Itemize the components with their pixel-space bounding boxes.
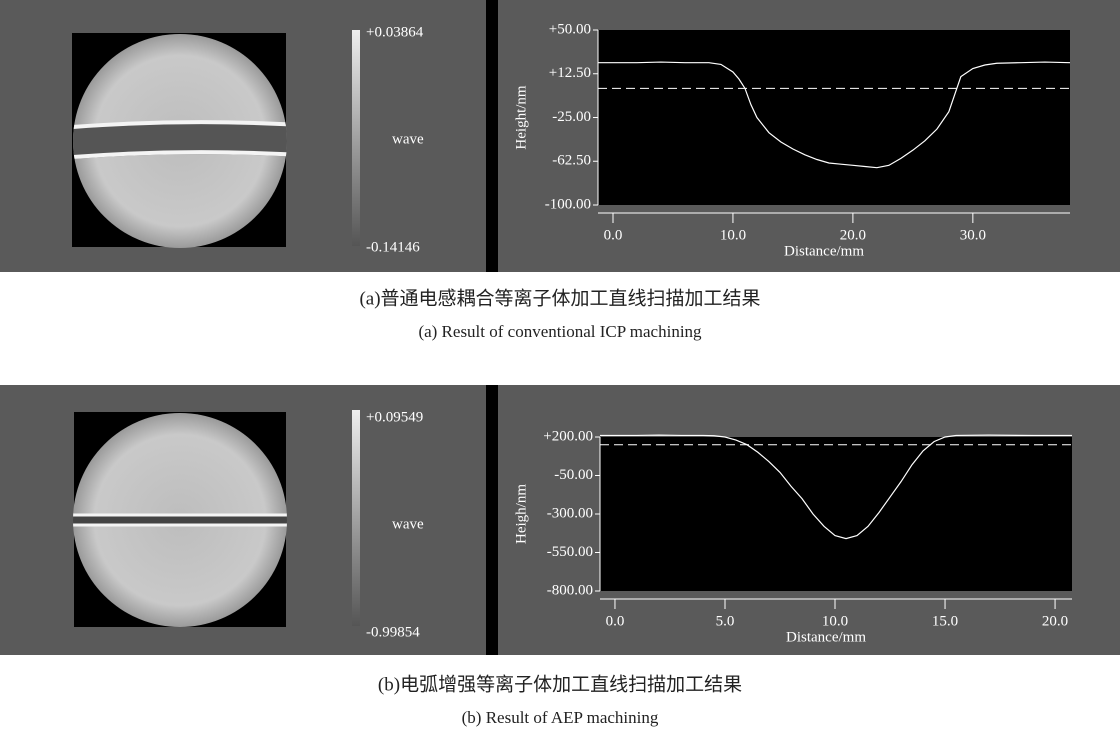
caption-en: (b) Result of AEP machining [462,708,659,727]
caption: (b)电弧增强等离子体加工直线扫描加工结果 [378,673,742,695]
profile-chart: +50.00 +12.50 -25.00 -62.50 -100.00 0.0 10.0 20… [513,21,1071,259]
y-tick-label: -800.00 [547,582,593,598]
profile-line [598,61,1071,169]
y-tick-label: -25.00 [552,109,591,125]
x-tick-label: 10.0 [720,227,746,243]
divider [486,385,498,655]
divider [486,0,498,272]
colorbar [352,410,360,626]
caption: (a)普通电感耦合等离子体加工直线扫描加工结果 [359,287,760,309]
colorbar-min: -0.14146 [366,239,420,255]
colorbar-label: wave [392,516,424,532]
y-tick-label: +12.50 [549,65,591,81]
y-tick-label: -50.00 [554,467,593,483]
y-axis-label: Heigh/nm [513,484,529,544]
caption-en: (a) Result of conventional ICP machining [418,322,702,341]
x-axis-label: Distance/mm [784,243,864,259]
colorbar-max: +0.09549 [366,409,423,425]
x-tick-label: 20.0 [1042,613,1068,629]
y-tick-label: -550.00 [547,544,593,560]
y-tick-label: +200.00 [543,428,593,444]
x-tick-label: 0.0 [604,227,623,243]
y-tick-label: -100.00 [545,196,591,212]
groove [73,120,287,160]
y-tick-label: -300.00 [547,505,593,521]
y-tick-label: -62.50 [552,153,591,169]
colorbar-min: -0.99854 [366,624,420,640]
y-tick-label: +50.00 [549,21,591,37]
plot-area [600,437,1072,591]
colorbar-max: +0.03864 [366,24,424,40]
x-tick-label: 0.0 [606,613,625,629]
colorbar [352,30,360,246]
x-tick-label: 30.0 [960,227,986,243]
profile-chart: +200.00 -50.00 -300.00 -550.00 -800.00 0.0 5.0… [513,428,1072,645]
x-tick-label: 10.0 [822,613,848,629]
plot-area [598,30,1070,205]
x-tick-label: 20.0 [840,227,866,243]
profile-line [600,434,1072,540]
groove [73,513,287,527]
x-tick-label: 15.0 [932,613,958,629]
y-axis-label: Height/nm [513,85,529,149]
x-tick-label: 5.0 [716,613,735,629]
colorbar-label: wave [392,131,424,147]
x-axis-label: Distance/mm [786,629,866,645]
